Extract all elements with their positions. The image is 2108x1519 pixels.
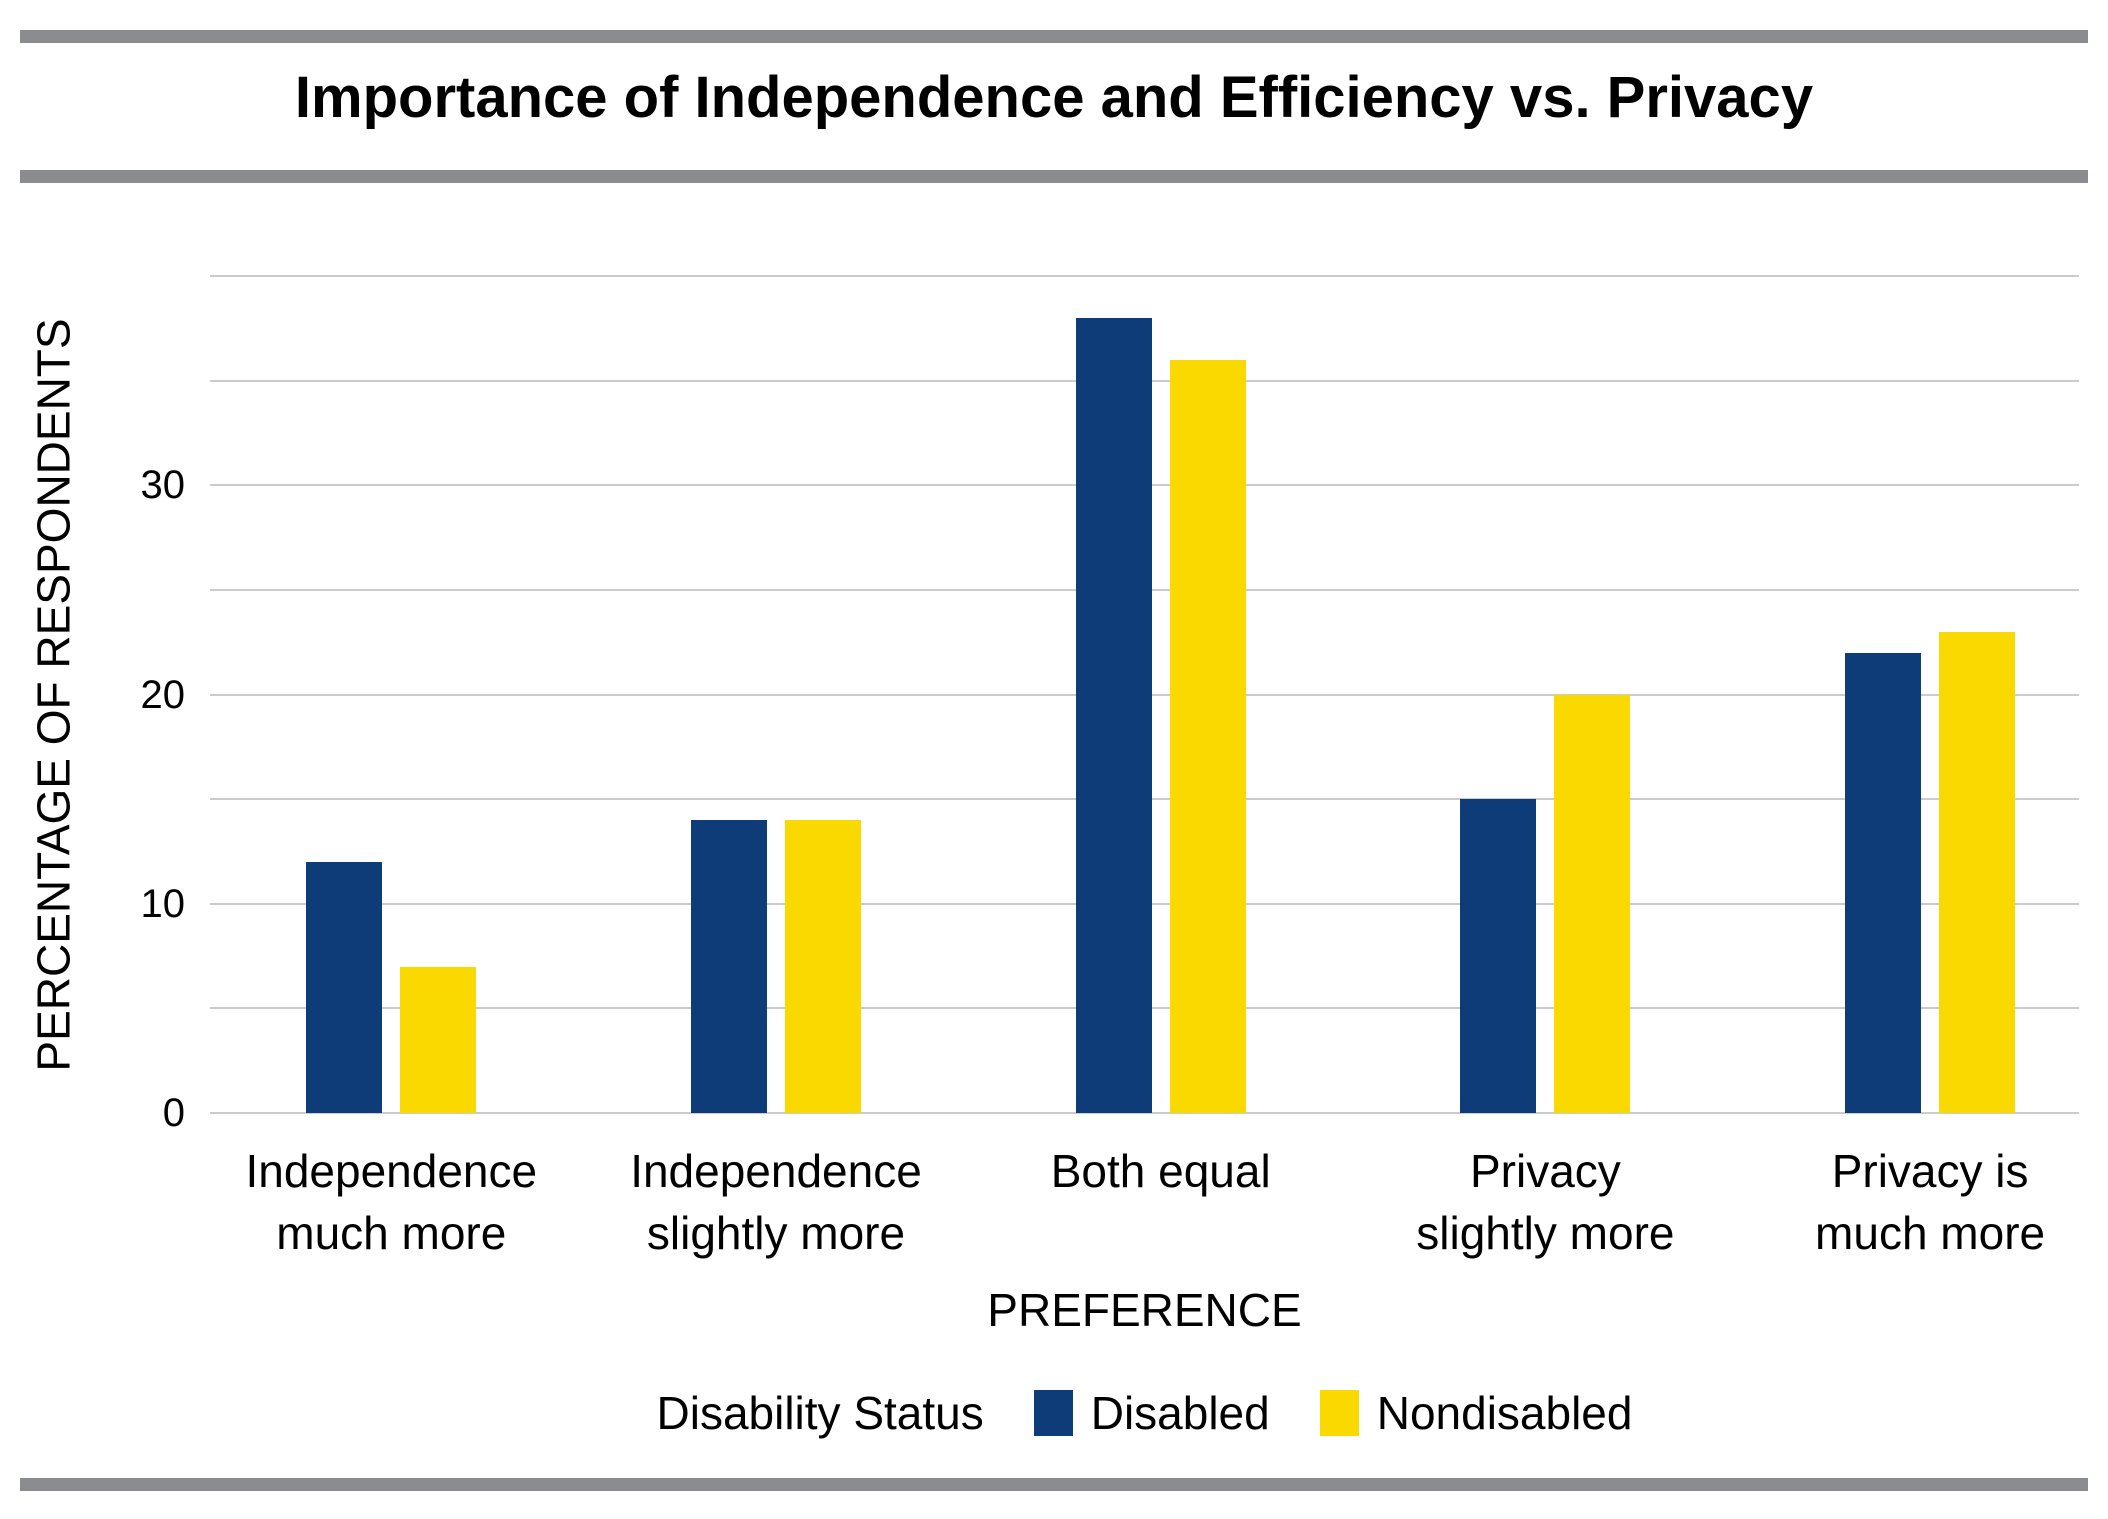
bar-nondisabled-4 xyxy=(1939,631,2016,1113)
legend-label-disabled: Disabled xyxy=(1090,1387,1270,1439)
bar-nondisabled-3 xyxy=(1554,694,1631,1113)
legend-swatch-disabled xyxy=(1033,1390,1073,1436)
x-category-label-line: Independence xyxy=(630,1145,922,1197)
y-tick-label-30: 30 xyxy=(140,463,186,508)
legend-item-disabled: Disabled xyxy=(1033,1386,1270,1440)
legend: Disability Status Disabled Nondisabled xyxy=(210,1386,2079,1440)
bar-group-2 xyxy=(1075,276,1246,1113)
bar-disabled-3 xyxy=(1460,799,1537,1113)
x-category-label-2: Both equal xyxy=(971,1140,1351,1202)
plot-area xyxy=(210,275,2079,1114)
bar-group-4 xyxy=(1845,276,2016,1113)
legend-title: Disability Status xyxy=(656,1387,984,1439)
bar-group-3 xyxy=(1460,276,1631,1113)
bar-disabled-0 xyxy=(306,861,383,1113)
x-axis-title: PREFERENCE xyxy=(987,1284,1302,1336)
legend-label-nondisabled: Nondisabled xyxy=(1376,1387,1633,1439)
y-tick-label-0: 0 xyxy=(162,1091,185,1135)
x-category-label-line: much more xyxy=(276,1207,507,1259)
x-category-label-4: Privacy is much more xyxy=(1740,1140,2108,1264)
x-category-label-line: Privacy xyxy=(1469,1145,1621,1197)
x-category-label-line: slightly more xyxy=(1416,1207,1675,1259)
divider-under-title xyxy=(20,170,2088,183)
x-category-label-0: Independence much more xyxy=(201,1140,581,1264)
y-tick-label-10: 10 xyxy=(140,881,186,926)
gridline-0 xyxy=(210,1112,2079,1114)
legend-swatch-nondisabled xyxy=(1319,1390,1359,1436)
bar-nondisabled-1 xyxy=(785,820,861,1113)
legend-item-nondisabled: Nondisabled xyxy=(1319,1386,1633,1440)
chart-title: Importance of Independence and Efficienc… xyxy=(294,65,1814,130)
bar-disabled-1 xyxy=(691,820,767,1113)
bar-disabled-2 xyxy=(1075,317,1152,1113)
divider-top xyxy=(20,30,2088,43)
bar-disabled-4 xyxy=(1845,652,1922,1113)
x-category-label-line: much more xyxy=(1815,1207,2046,1259)
x-category-label-line: Independence xyxy=(245,1145,538,1197)
bar-group-0 xyxy=(306,276,477,1113)
divider-bottom xyxy=(20,1478,2088,1491)
x-category-label-3: Privacy slightly more xyxy=(1355,1140,1735,1264)
x-category-label-line: Both equal xyxy=(1050,1145,1271,1197)
x-category-label-line: Privacy is xyxy=(1831,1145,2029,1197)
gridline-40 xyxy=(210,275,2079,277)
bar-nondisabled-0 xyxy=(400,966,477,1113)
bar-nondisabled-2 xyxy=(1169,359,1246,1113)
bar-group-1 xyxy=(691,276,861,1113)
x-category-label-line: slightly more xyxy=(646,1207,906,1259)
y-tick-label-20: 20 xyxy=(140,672,186,717)
x-category-label-1: Independence slightly more xyxy=(586,1140,966,1264)
